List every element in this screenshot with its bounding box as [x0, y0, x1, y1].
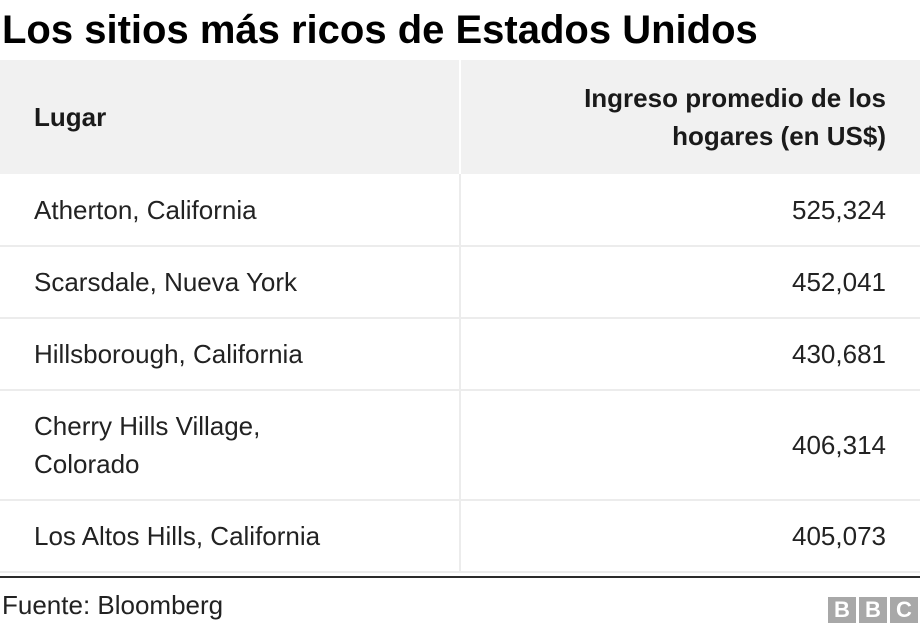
bbc-logo-block: B: [859, 597, 887, 623]
bbc-logo-block: B: [828, 597, 856, 623]
cell-place: Cherry Hills Village, Colorado: [0, 390, 461, 500]
cell-income: 406,314: [792, 430, 886, 460]
cell-place: Hillsborough, California: [0, 318, 461, 390]
cell-place: Los Altos Hills, California: [0, 500, 461, 572]
bbc-logo: B B C: [828, 597, 918, 623]
cell-income: 405,073: [792, 521, 886, 551]
cell-income: 452,041: [792, 267, 886, 297]
data-table: Lugar Ingreso promedio de los hogares (e…: [0, 60, 920, 573]
table-row: Hillsborough, California 430,681: [0, 318, 920, 390]
cell-place: Scarsdale, Nueva York: [0, 246, 461, 318]
table-row: Cherry Hills Village, Colorado 406,314: [0, 390, 920, 500]
column-header-income: Ingreso promedio de los hogares (en US$): [460, 60, 920, 174]
table-row: Los Altos Hills, California 405,073: [0, 500, 920, 572]
footer-divider: [0, 576, 920, 578]
table-row: Atherton, California 525,324: [0, 174, 920, 246]
cell-income: 525,324: [792, 194, 886, 225]
chart-title: Los sitios más ricos de Estados Unidos: [2, 8, 758, 52]
table-header-row: Lugar Ingreso promedio de los hogares (e…: [0, 60, 920, 174]
bbc-logo-block: C: [890, 597, 918, 623]
cell-income: 430,681: [792, 339, 886, 369]
cell-place: Atherton, California: [0, 174, 461, 246]
column-header-place: Lugar: [0, 60, 461, 174]
source-note: Fuente: Bloomberg: [2, 590, 224, 620]
table-row: Scarsdale, Nueva York 452,041: [0, 246, 920, 318]
